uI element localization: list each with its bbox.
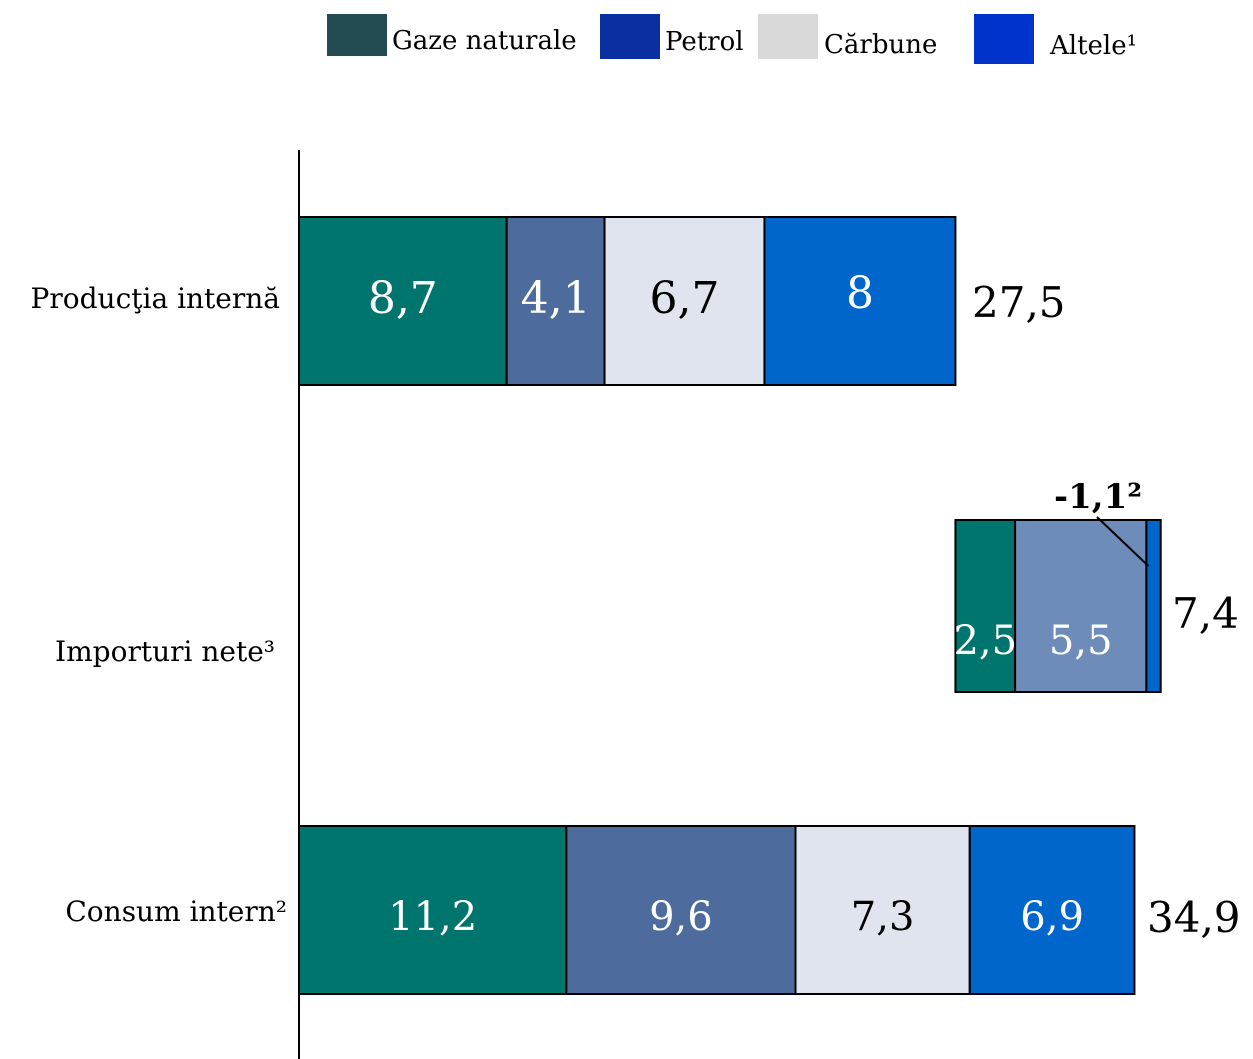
legend-label: Altele¹	[1049, 31, 1137, 61]
category-label: Producţia internă	[31, 282, 280, 315]
category-label: Importuri nete³	[55, 635, 275, 668]
segment-value-label: 6,7	[650, 273, 720, 324]
segment-value-label: 9,6	[649, 894, 713, 940]
category-label: Consum intern²	[65, 895, 287, 928]
legend-label: Gaze naturale	[392, 26, 577, 56]
plot-area: Producţia internă 8,7 4,1 6,7 8 27,5 Importuri…	[31, 216, 1241, 995]
legend-label: Cărbune	[824, 30, 937, 60]
legend-item: Petrol	[600, 14, 744, 59]
annotation-leader-line	[1096, 516, 1150, 567]
segment-value-label: 7,3	[851, 894, 915, 940]
bar-segment	[954, 519, 1017, 693]
segment-value-label: 4,1	[521, 273, 591, 324]
bar-segment	[763, 216, 957, 386]
segment-value-label: 8,7	[368, 273, 438, 324]
annotation-label: -1,1²	[1054, 477, 1142, 517]
segment-value-label: 11,2	[388, 894, 477, 940]
segment-value-label: 2,5	[953, 618, 1017, 664]
legend-swatch	[600, 14, 660, 59]
segment-value-label: 5,5	[1049, 618, 1113, 664]
total-value-label: 34,9	[1147, 893, 1241, 942]
total-value-label: 7,4	[1172, 589, 1239, 638]
legend-swatch	[327, 14, 387, 56]
bar-segment	[298, 825, 568, 995]
legend-item: Cărbune	[758, 14, 937, 60]
legend-label: Petrol	[665, 27, 744, 57]
bar-row: Producţia internă 8,7 4,1 6,7 8 27,5	[31, 216, 1066, 386]
bar-row: Importuri nete³ 2,5 5,5 7,4 -1,1²	[55, 477, 1239, 693]
bar-segment	[1145, 519, 1162, 693]
bar-segment	[794, 825, 971, 995]
bar-segment	[505, 216, 606, 386]
segment-value-label: 6,9	[1020, 894, 1084, 940]
bar-segment	[565, 825, 797, 995]
legend-swatch	[974, 14, 1034, 64]
legend-item: Altele¹	[974, 14, 1137, 64]
total-value-label: 27,5	[972, 278, 1066, 327]
legend-item: Gaze naturale	[327, 14, 577, 56]
bar-row: Consum intern² 11,2 9,6 7,3 6,9 34,9	[65, 825, 1241, 995]
legend-swatch	[758, 14, 818, 59]
bar-segment	[298, 216, 508, 386]
legend: Gaze naturale Petrol Cărbune Altele¹	[327, 14, 1137, 64]
segment-value-label: 8	[846, 268, 874, 319]
bar-segment	[603, 216, 766, 386]
bar-segment	[968, 825, 1136, 995]
